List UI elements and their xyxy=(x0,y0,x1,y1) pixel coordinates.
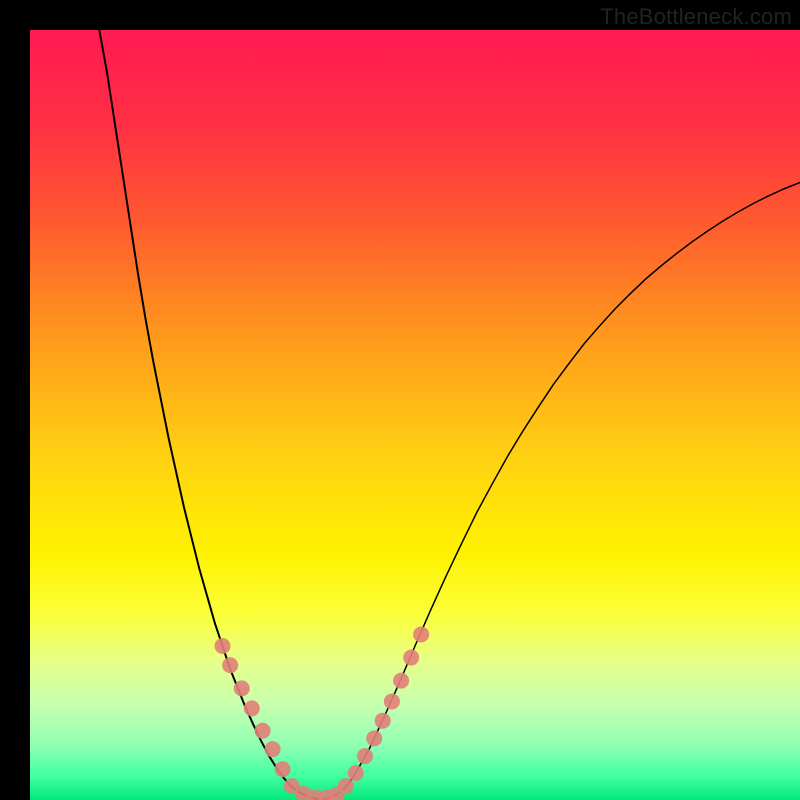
marker xyxy=(366,730,382,746)
marker xyxy=(265,741,281,757)
marker xyxy=(357,748,373,764)
watermark-text: TheBottleneck.com xyxy=(600,4,792,30)
marker xyxy=(384,693,400,709)
marker xyxy=(413,626,429,642)
marker xyxy=(275,761,291,777)
marker xyxy=(338,778,354,794)
chart-svg xyxy=(0,0,800,800)
marker xyxy=(244,700,260,716)
marker xyxy=(375,713,391,729)
chart-root: TheBottleneck.com xyxy=(0,0,800,800)
marker xyxy=(393,673,409,689)
marker xyxy=(255,723,271,739)
marker xyxy=(403,650,419,666)
marker xyxy=(348,765,364,781)
marker xyxy=(222,657,238,673)
marker xyxy=(215,638,231,654)
marker xyxy=(234,680,250,696)
